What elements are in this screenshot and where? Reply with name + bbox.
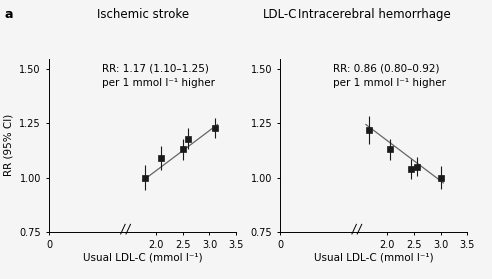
Text: LDL-C: LDL-C: [263, 8, 298, 21]
X-axis label: Usual LDL-C (mmol l⁻¹): Usual LDL-C (mmol l⁻¹): [314, 253, 434, 263]
X-axis label: Usual LDL-C (mmol l⁻¹): Usual LDL-C (mmol l⁻¹): [83, 253, 203, 263]
Y-axis label: RR (95% CI): RR (95% CI): [3, 114, 14, 176]
Text: RR: 1.17 (1.10–1.25)
per 1 mmol l⁻¹ higher: RR: 1.17 (1.10–1.25) per 1 mmol l⁻¹ high…: [101, 64, 215, 88]
Text: Intracerebral hemorrhage: Intracerebral hemorrhage: [298, 8, 450, 21]
Text: RR: 0.86 (0.80–0.92)
per 1 mmol l⁻¹ higher: RR: 0.86 (0.80–0.92) per 1 mmol l⁻¹ high…: [333, 64, 446, 88]
Text: a: a: [5, 8, 13, 21]
Text: Ischemic stroke: Ischemic stroke: [96, 8, 189, 21]
